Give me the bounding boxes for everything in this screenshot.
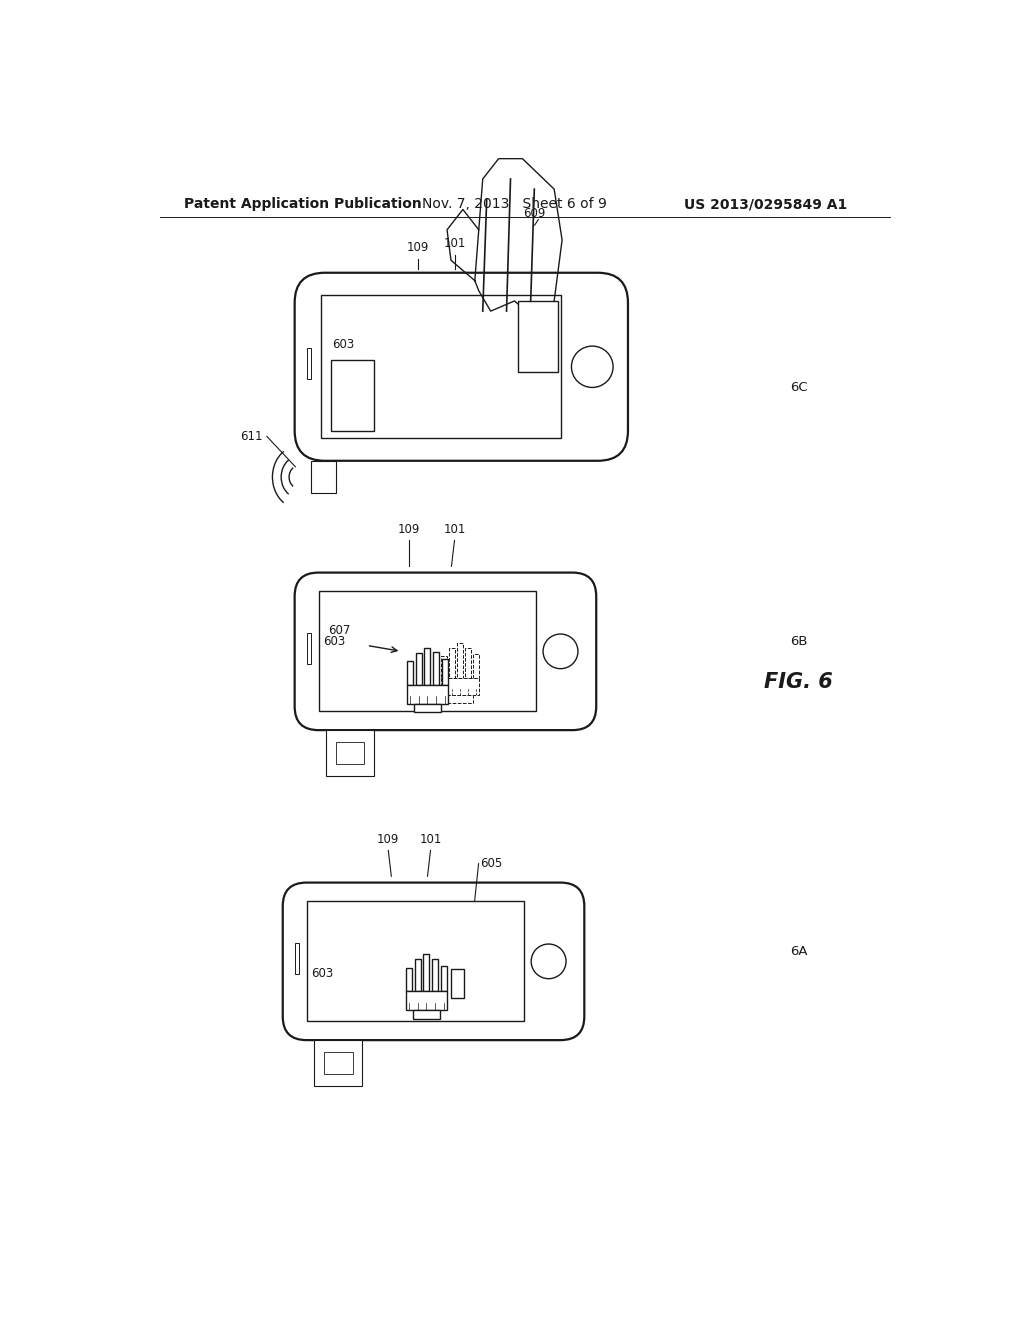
Text: 101: 101 bbox=[420, 833, 441, 846]
Bar bbox=[336, 742, 365, 764]
Bar bbox=[295, 942, 299, 974]
Bar bbox=[440, 966, 446, 991]
Bar bbox=[441, 677, 479, 696]
FancyBboxPatch shape bbox=[295, 273, 628, 461]
Bar bbox=[407, 661, 413, 685]
Text: Patent Application Publication: Patent Application Publication bbox=[183, 197, 421, 211]
Text: 605: 605 bbox=[480, 857, 503, 870]
Text: 611: 611 bbox=[241, 430, 263, 444]
Bar bbox=[413, 1010, 440, 1019]
Text: 109: 109 bbox=[407, 242, 429, 253]
Text: 603: 603 bbox=[332, 338, 354, 351]
Bar bbox=[406, 991, 446, 1010]
Text: 603: 603 bbox=[323, 635, 345, 648]
Circle shape bbox=[571, 346, 613, 388]
Bar bbox=[424, 648, 430, 685]
Bar bbox=[327, 730, 374, 776]
Bar bbox=[406, 968, 412, 991]
Bar bbox=[450, 648, 455, 677]
Bar bbox=[457, 643, 463, 677]
Text: 109: 109 bbox=[377, 833, 399, 846]
Bar bbox=[452, 969, 464, 998]
FancyBboxPatch shape bbox=[283, 883, 585, 1040]
Bar bbox=[306, 634, 311, 664]
Bar bbox=[518, 301, 558, 372]
Bar bbox=[473, 655, 478, 677]
Text: 603: 603 bbox=[311, 966, 333, 979]
Text: 607: 607 bbox=[329, 623, 350, 636]
Bar bbox=[447, 696, 472, 702]
Bar bbox=[432, 958, 438, 991]
Bar bbox=[306, 348, 311, 379]
Bar bbox=[331, 359, 374, 432]
Bar bbox=[416, 653, 422, 685]
Text: 109: 109 bbox=[398, 523, 421, 536]
Text: FIG. 6: FIG. 6 bbox=[764, 672, 833, 692]
Bar bbox=[423, 954, 429, 991]
Bar bbox=[314, 1040, 362, 1086]
Text: 6A: 6A bbox=[790, 945, 807, 958]
Bar bbox=[441, 660, 447, 685]
Bar bbox=[407, 685, 447, 704]
Text: 101: 101 bbox=[443, 238, 466, 251]
Bar bbox=[433, 652, 439, 685]
Bar bbox=[414, 704, 441, 713]
Bar bbox=[318, 591, 536, 711]
Bar bbox=[322, 296, 561, 438]
Bar bbox=[441, 656, 446, 677]
FancyBboxPatch shape bbox=[295, 573, 596, 730]
Circle shape bbox=[531, 944, 566, 978]
Text: 6B: 6B bbox=[790, 635, 807, 648]
Bar bbox=[324, 1052, 352, 1074]
Text: 6C: 6C bbox=[790, 380, 807, 393]
Bar bbox=[307, 902, 524, 1022]
Circle shape bbox=[543, 634, 578, 669]
Bar bbox=[415, 960, 421, 991]
Bar bbox=[310, 461, 336, 494]
Text: Nov. 7, 2013   Sheet 6 of 9: Nov. 7, 2013 Sheet 6 of 9 bbox=[422, 197, 606, 211]
Text: 609: 609 bbox=[523, 207, 546, 220]
Text: US 2013/0295849 A1: US 2013/0295849 A1 bbox=[684, 197, 847, 211]
Text: 101: 101 bbox=[443, 523, 466, 536]
Bar bbox=[465, 648, 471, 677]
